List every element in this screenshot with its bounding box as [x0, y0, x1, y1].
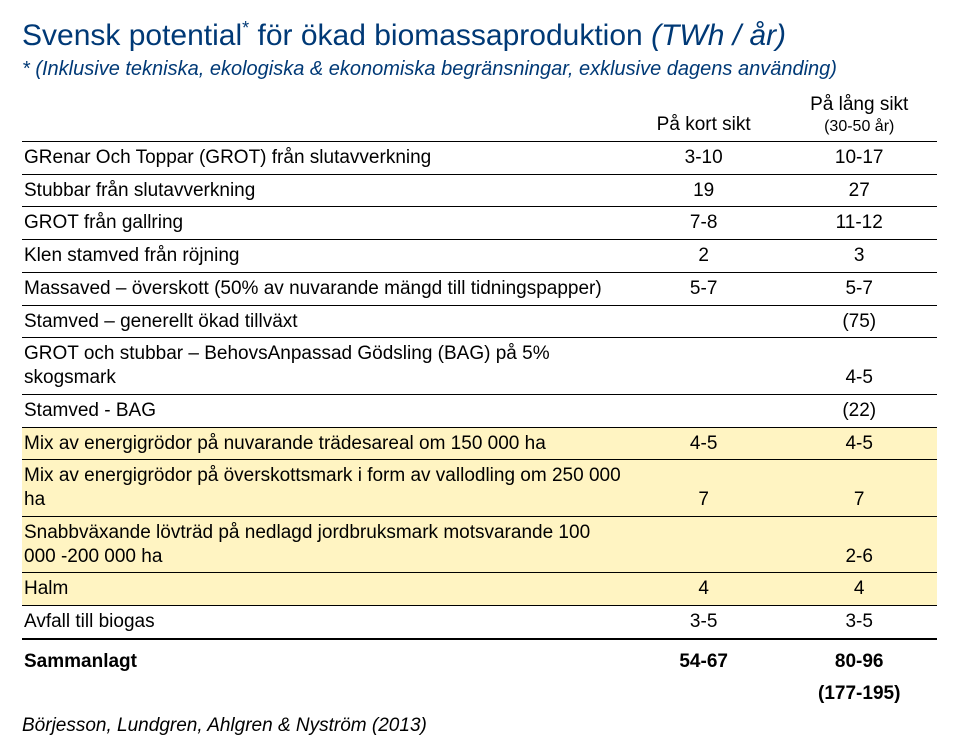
- row-label: Mix av energigrödor på överskottsmark i …: [22, 460, 626, 517]
- table-row: Avfall till biogas3-53-5: [22, 606, 937, 639]
- row-label: Snabbväxande lövträd på nedlagd jordbruk…: [22, 516, 626, 573]
- row-v1: 3-5: [626, 606, 782, 639]
- col2-header-line1: På lång sikt: [810, 94, 908, 115]
- summary-sub-row: (177-195): [22, 678, 937, 710]
- row-label: Klen stamved från röjning: [22, 240, 626, 273]
- row-v2: 3: [781, 240, 937, 273]
- footnote: Börjesson, Lundgren, Ahlgren & Nyström (…: [22, 715, 937, 737]
- table-row: Stamved - BAG (22): [22, 394, 937, 427]
- row-v2: 3-5: [781, 606, 937, 639]
- row-v1: 4-5: [626, 427, 782, 460]
- row-label: Stubbar från slutavverkning: [22, 174, 626, 207]
- row-label: Stamved - BAG: [22, 394, 626, 427]
- table-row: Halm44: [22, 573, 937, 606]
- table-row: Snabbväxande lövträd på nedlagd jordbruk…: [22, 516, 937, 573]
- row-v1: 7-8: [626, 207, 782, 240]
- row-v2: 7: [781, 460, 937, 517]
- table-row: GRenar Och Toppar (GROT) från slutavverk…: [22, 141, 937, 174]
- table-header-row: På kort sikt På lång sikt (30-50 år): [22, 89, 937, 141]
- summary-v1: 54-67: [626, 639, 782, 678]
- row-v2: 4-5: [781, 338, 937, 395]
- row-v2: 4: [781, 573, 937, 606]
- row-label: Mix av energigrödor på nuvarande trädesa…: [22, 427, 626, 460]
- row-label: GROT och stubbar – BehovsAnpassad Gödsli…: [22, 338, 626, 395]
- row-v1: 7: [626, 460, 782, 517]
- summary-label: Sammanlagt: [22, 639, 626, 678]
- row-label: Stamved – generellt ökad tillväxt: [22, 305, 626, 338]
- row-label: Avfall till biogas: [22, 606, 626, 639]
- col2-header-line2: (30-50 år): [783, 117, 935, 137]
- table-row: Massaved – överskott (50% av nuvarande m…: [22, 272, 937, 305]
- table-row: Stubbar från slutavverkning1927: [22, 174, 937, 207]
- row-v1: 4: [626, 573, 782, 606]
- page-title: Svensk potential* för ökad biomassaprodu…: [22, 18, 937, 54]
- summary-v2-sub: (177-195): [781, 678, 937, 710]
- row-v1: [626, 305, 782, 338]
- row-v2: 2-6: [781, 516, 937, 573]
- row-label: Halm: [22, 573, 626, 606]
- row-v2: 5-7: [781, 272, 937, 305]
- title-italic: (TWh / år): [651, 19, 786, 52]
- row-label: GROT från gallring: [22, 207, 626, 240]
- row-v2: 27: [781, 174, 937, 207]
- data-table: På kort sikt På lång sikt (30-50 år) GRe…: [22, 89, 937, 709]
- title-rest: för ökad biomassaproduktion: [249, 19, 651, 52]
- col1-header: På kort sikt: [626, 89, 782, 141]
- table-row: Mix av energigrödor på överskottsmark i …: [22, 460, 937, 517]
- row-v1: 3-10: [626, 141, 782, 174]
- summary-v2: 80-96: [781, 639, 937, 678]
- row-v1: 19: [626, 174, 782, 207]
- row-label: GRenar Och Toppar (GROT) från slutavverk…: [22, 141, 626, 174]
- summary-row: Sammanlagt 54-67 80-96: [22, 639, 937, 678]
- row-v2: (22): [781, 394, 937, 427]
- row-v2: 11-12: [781, 207, 937, 240]
- row-v1: [626, 394, 782, 427]
- row-v1: [626, 516, 782, 573]
- row-v1: 2: [626, 240, 782, 273]
- table-row: Stamved – generellt ökad tillväxt (75): [22, 305, 937, 338]
- row-v2: 10-17: [781, 141, 937, 174]
- row-v2: 4-5: [781, 427, 937, 460]
- title-main: Svensk potential: [22, 19, 242, 52]
- row-v1: [626, 338, 782, 395]
- table-row: Mix av energigrödor på nuvarande trädesa…: [22, 427, 937, 460]
- table-row: Klen stamved från röjning23: [22, 240, 937, 273]
- subtitle: * (Inklusive tekniska, ekologiska & ekon…: [22, 58, 937, 81]
- col2-header: På lång sikt (30-50 år): [781, 89, 937, 141]
- table-row: GROT från gallring7-811-12: [22, 207, 937, 240]
- table-row: GROT och stubbar – BehovsAnpassad Gödsli…: [22, 338, 937, 395]
- row-v1: 5-7: [626, 272, 782, 305]
- row-v2: (75): [781, 305, 937, 338]
- row-label: Massaved – överskott (50% av nuvarande m…: [22, 272, 626, 305]
